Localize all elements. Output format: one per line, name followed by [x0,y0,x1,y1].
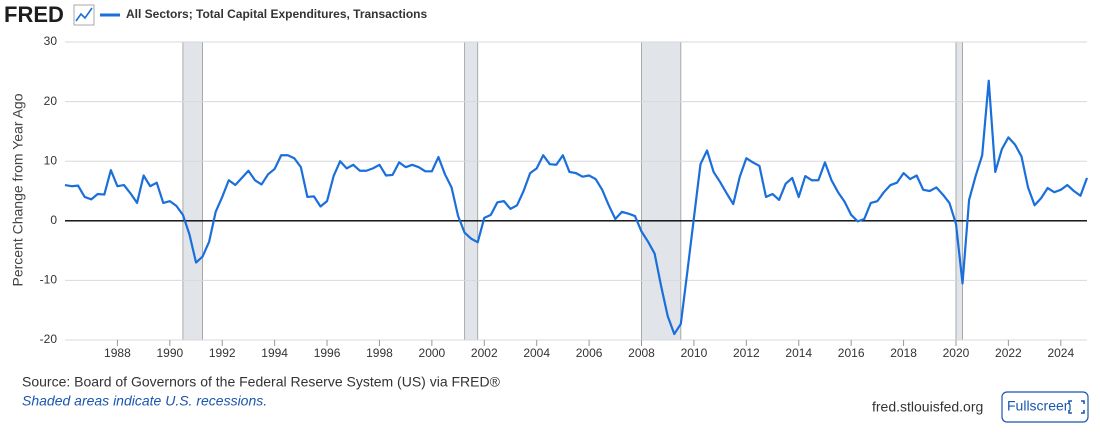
recession-band [182,41,203,341]
x-tick-label: 2014 [785,346,812,360]
x-tick-label: 2006 [576,346,603,360]
x-tick-label: 2002 [471,346,498,360]
button-label[interactable]: Fullscreen [1007,398,1072,414]
y-tick-label: 20 [44,94,58,108]
recession-band [641,41,682,341]
x-tick-label: 2020 [943,346,970,360]
x-tick-label: 2008 [628,346,655,360]
y-tick-label: 0 [50,213,57,227]
site: fred.stlouisfed.org [872,399,983,415]
x-tick-label: 2010 [681,346,708,360]
data-line [64,79,1089,336]
x-tick-label: 2018 [890,346,917,360]
fullscreen-button[interactable]: Fullscreen [1001,391,1089,423]
y-tick-label: 30 [44,34,58,48]
logo-icon [73,4,95,26]
x-tick-label: 2004 [523,346,550,360]
x-tick-label: 1994 [261,346,288,360]
x-tick-label: 2022 [995,346,1022,360]
x-tick-label: 1988 [104,346,131,360]
x-tick-label: 1992 [209,346,236,360]
x-tick-label: 1990 [156,346,183,360]
x-tick-label: 2000 [419,346,446,360]
x-tick-label: 1998 [366,346,393,360]
recession-band [955,41,963,341]
note: Shaded areas indicate U.S. recessions. [22,393,267,409]
logo: FRED [4,2,64,27]
x-tick-label: 2016 [838,346,865,360]
y-tick-label: -10 [40,273,58,287]
plot-area [65,42,1087,340]
x-tick-label: 2012 [733,346,760,360]
x-tick-label: 2024 [1047,346,1074,360]
x-tick-label: 1996 [314,346,341,360]
source: Source: Board of Governors of the Federa… [22,374,501,390]
recession-band [464,41,479,341]
y-tick-label: -20 [40,332,58,346]
y-tick-label: 10 [44,153,58,167]
y-axis-label: Percent Change from Year Ago [10,93,26,286]
legend-label: All Sectors; Total Capital Expenditures,… [126,7,428,21]
